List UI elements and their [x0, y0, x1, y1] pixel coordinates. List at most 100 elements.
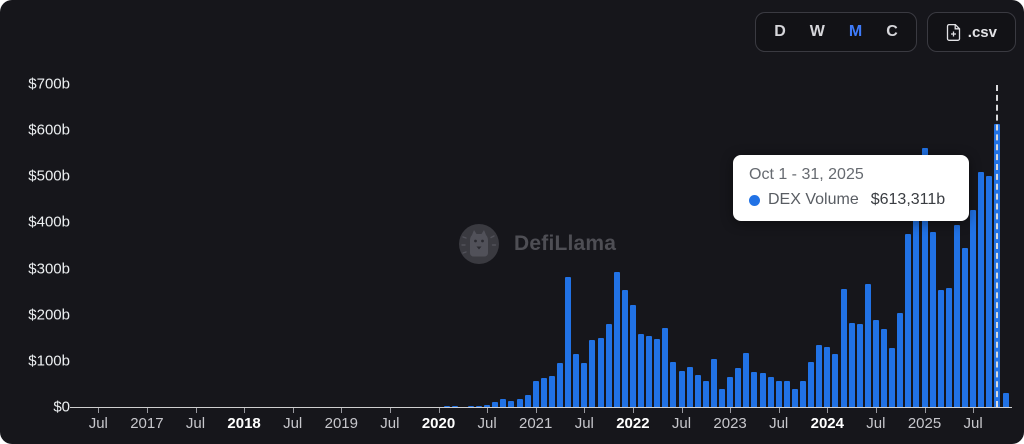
volume-bar-2025-09[interactable] [986, 176, 993, 407]
volume-bar-2020-09[interactable] [500, 399, 507, 407]
x-axis-tick [341, 408, 343, 413]
volume-bar-2023-09[interactable] [791, 389, 798, 407]
x-axis-tick [827, 408, 829, 413]
volume-bar-2025-11[interactable] [1002, 393, 1009, 407]
volume-bar-2023-04[interactable] [751, 372, 758, 407]
volume-bar-2020-03[interactable] [451, 406, 458, 407]
volume-bar-2024-08[interactable] [881, 329, 887, 407]
volume-bar-2024-01[interactable] [824, 347, 831, 407]
volume-bar-2022-10[interactable] [702, 381, 709, 407]
volume-bar-2021-02[interactable] [540, 378, 547, 407]
x-axis-label: Jul [866, 415, 886, 432]
x-axis-tick [730, 408, 732, 413]
volume-bar-2020-05[interactable] [467, 406, 474, 407]
volume-bar-2023-11[interactable] [808, 362, 815, 407]
volume-bar-2023-03[interactable] [743, 353, 750, 407]
volume-bar-2022-02[interactable] [638, 334, 644, 407]
volume-bar-2024-10[interactable] [897, 313, 904, 407]
volume-bar-2023-02[interactable] [735, 368, 742, 407]
x-axis-label: 2023 [713, 415, 747, 432]
volume-bar-2020-10[interactable] [508, 401, 515, 407]
volume-bar-2024-11[interactable] [905, 234, 912, 407]
volume-bar-2023-10[interactable] [800, 381, 806, 407]
csv-button-group: .csv [926, 12, 1016, 52]
defillama-llama-logo-icon [458, 223, 500, 265]
volume-bar-2022-09[interactable] [694, 375, 701, 407]
volume-bar-2024-06[interactable] [864, 284, 871, 407]
y-axis-label: $700b [28, 75, 70, 93]
defillama-watermark: DefiLlama [458, 223, 616, 265]
x-axis-label: Jul [88, 415, 108, 432]
volume-bar-2020-12[interactable] [524, 395, 531, 407]
x-axis-label: Jul [963, 415, 983, 432]
volume-bar-2024-02[interactable] [832, 354, 839, 407]
x-axis-tick [681, 408, 683, 413]
download-csv-button[interactable]: .csv [934, 18, 1009, 47]
volume-bar-2023-06[interactable] [767, 377, 774, 407]
volume-bar-2023-12[interactable] [816, 345, 823, 407]
volume-bar-2022-11[interactable] [710, 359, 717, 407]
volume-bar-2023-01[interactable] [727, 377, 734, 407]
volume-bar-2025-05[interactable] [953, 225, 960, 407]
x-axis-tick [973, 408, 975, 413]
interval-button-d[interactable]: D [762, 17, 798, 47]
volume-bar-2025-03[interactable] [937, 290, 944, 407]
interval-button-m[interactable]: M [837, 17, 874, 47]
interval-button-w[interactable]: W [798, 17, 837, 47]
x-axis-tick [875, 408, 877, 413]
volume-bar-2022-06[interactable] [670, 362, 677, 407]
volume-bar-2024-09[interactable] [889, 348, 896, 407]
watermark-text: DefiLlama [514, 232, 617, 255]
volume-bar-2022-01[interactable] [629, 305, 636, 407]
volume-bar-2025-04[interactable] [945, 288, 952, 407]
volume-bar-2022-04[interactable] [654, 339, 661, 407]
volume-bar-2020-02[interactable] [443, 406, 450, 407]
volume-bar-2022-07[interactable] [678, 371, 685, 407]
volume-bar-2021-04[interactable] [557, 363, 563, 407]
volume-bar-2023-08[interactable] [783, 381, 790, 407]
volume-bar-2024-12[interactable] [913, 192, 920, 407]
series-color-dot [749, 194, 760, 206]
volume-bar-2020-07[interactable] [484, 405, 491, 407]
interval-button-c[interactable]: C [874, 17, 910, 47]
volume-bar-2021-07[interactable] [581, 363, 588, 407]
volume-bar-2022-03[interactable] [646, 336, 653, 407]
volume-bar-2025-01[interactable] [921, 148, 928, 407]
volume-bar-2025-02[interactable] [929, 232, 936, 407]
volume-bar-2021-01[interactable] [532, 381, 539, 407]
volume-bar-2024-03[interactable] [840, 289, 847, 407]
x-axis-line [70, 407, 1012, 408]
volume-bar-2021-08[interactable] [589, 340, 596, 407]
volume-bar-2021-03[interactable] [548, 376, 555, 407]
volume-bar-2021-05[interactable] [565, 277, 572, 407]
volume-bar-2023-05[interactable] [759, 373, 766, 407]
volume-bar-2020-11[interactable] [516, 399, 523, 407]
volume-bar-2022-05[interactable] [662, 328, 669, 407]
x-axis-tick [924, 408, 926, 413]
volume-bar-2022-12[interactable] [719, 389, 725, 407]
y-axis-label: $500b [28, 167, 70, 185]
volume-bar-2021-09[interactable] [597, 338, 604, 407]
volume-bar-2022-08[interactable] [686, 367, 693, 407]
x-axis-label: 2025 [907, 415, 942, 432]
volume-bar-2020-08[interactable] [492, 402, 499, 407]
x-axis-tick [584, 408, 586, 413]
x-axis-label: 2020 [421, 415, 456, 432]
volume-bar-2021-06[interactable] [573, 354, 580, 407]
volume-bar-2021-10[interactable] [605, 324, 612, 407]
volume-bar-2020-06[interactable] [476, 406, 482, 407]
volume-bar-2025-07[interactable] [970, 210, 977, 407]
volume-bar-2021-12[interactable] [621, 290, 628, 407]
x-axis-tick [244, 408, 246, 413]
x-axis-label: Jul [671, 415, 692, 432]
volume-bar-2024-04[interactable] [848, 323, 855, 407]
volume-bar-2024-07[interactable] [872, 320, 879, 407]
volume-bar-2025-08[interactable] [978, 172, 985, 407]
volume-bar-2023-07[interactable] [775, 381, 782, 407]
y-axis-label: $400b [28, 213, 70, 231]
volume-bar-2025-06[interactable] [962, 248, 968, 407]
volume-bar-2024-05[interactable] [856, 324, 863, 407]
volume-bar-2021-11[interactable] [613, 272, 620, 407]
